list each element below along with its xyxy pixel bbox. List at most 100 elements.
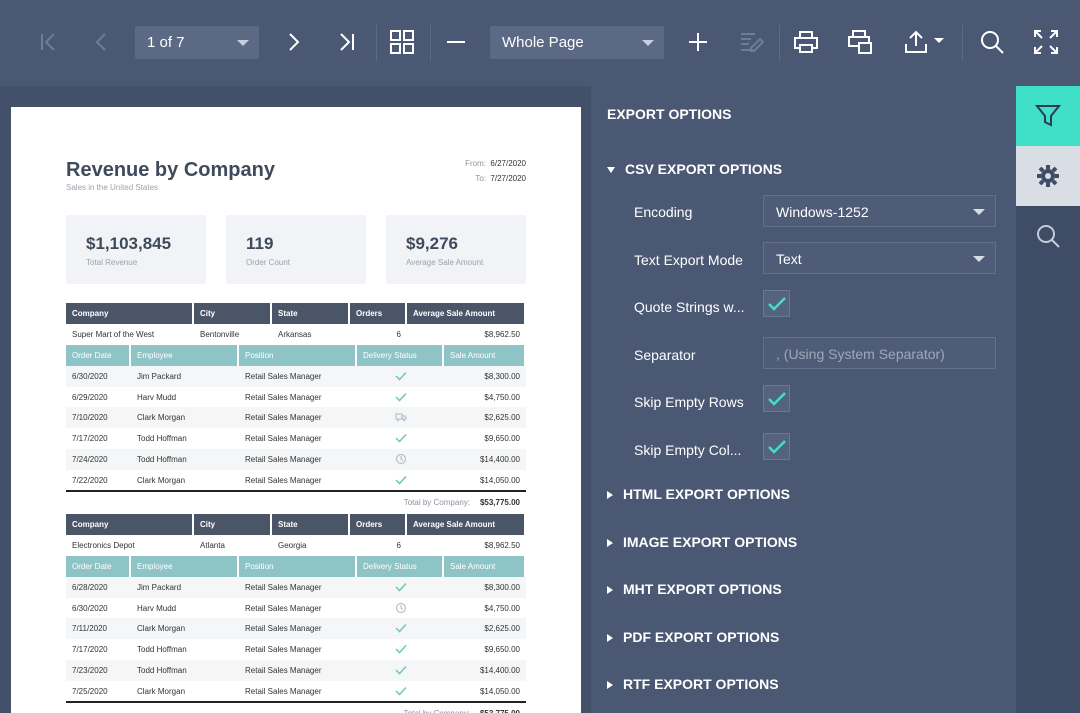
delivery-status: [357, 407, 444, 428]
delivered-check-icon: [394, 665, 407, 675]
zoom-in-icon[interactable]: [678, 22, 718, 62]
company-orders: 6: [396, 541, 401, 550]
employee-position: Retail Sales Manager: [245, 454, 322, 464]
separator-label: Separator: [634, 347, 696, 363]
sale-amount: $9,650.00: [484, 434, 520, 444]
checkmark-icon: [768, 392, 786, 406]
page-selector[interactable]: 1 of 7: [135, 26, 259, 59]
search-icon[interactable]: [972, 22, 1012, 62]
delivery-status: [357, 639, 444, 660]
total-label: Total by Company:: [316, 703, 476, 713]
company-row: Super Mart of the West Bentonville Arkansa…: [66, 324, 526, 345]
separator-input[interactable]: , (Using System Separator): [763, 337, 996, 369]
order-header-row: Order Date Employee Position Delivery Statu…: [66, 556, 526, 577]
column-header-orders: Orders: [350, 514, 407, 535]
report-page: Revenue by Company Sales in the United S…: [11, 107, 581, 713]
column-header-company: Company: [66, 514, 194, 535]
company-header-row: Company City State Orders Average Sale Amoun…: [66, 514, 526, 535]
report-viewer[interactable]: Revenue by Company Sales in the United S…: [0, 86, 591, 713]
total-divider: [66, 701, 526, 704]
order-date: 7/17/2020: [72, 434, 108, 444]
employee-position: Retail Sales Manager: [245, 624, 322, 634]
column-header-city: City: [194, 303, 272, 324]
delivered-check-icon: [394, 392, 407, 402]
column-header-delivery-status: Delivery Status: [357, 556, 444, 577]
quote-strings-checkbox[interactable]: [763, 290, 790, 317]
company-name: Super Mart of the West: [72, 330, 155, 339]
filter-tab[interactable]: [1016, 86, 1080, 146]
section-label: CSV EXPORT OPTIONS: [625, 161, 783, 177]
toolbar: 1 of 7 Whole Page: [0, 0, 1080, 86]
export-options-panel: EXPORT OPTIONS CSV EXPORT OPTIONS Encodi…: [591, 86, 1016, 713]
skip-empty-rows-checkbox[interactable]: [763, 385, 790, 412]
delivery-status: [357, 681, 444, 702]
order-date: 7/17/2020: [72, 645, 108, 655]
sale-amount: $14,400.00: [479, 454, 520, 464]
clock-icon: [395, 453, 406, 464]
kpi-value: $1,103,845: [86, 234, 172, 253]
table-row: 7/17/2020 Todd Hoffman Retail Sales Manage…: [66, 639, 526, 660]
company-orders: 6: [396, 330, 401, 339]
delivered-check-icon: [394, 475, 407, 485]
delivery-status: [357, 660, 444, 681]
last-page-icon[interactable]: [327, 22, 367, 62]
section-csv-export[interactable]: CSV EXPORT OPTIONS: [607, 161, 782, 177]
section-html-export[interactable]: HTML EXPORT OPTIONS: [607, 486, 790, 502]
company-avg-sale: $8,962.50: [484, 541, 520, 550]
zoom-out-icon[interactable]: [436, 22, 476, 62]
first-page-icon[interactable]: [28, 22, 68, 62]
column-header-avg-sale-amount: Average Sale Amount: [407, 514, 526, 535]
section-label: IMAGE EXPORT OPTIONS: [623, 534, 798, 550]
employee-position: Retail Sales Manager: [245, 603, 322, 613]
prev-page-icon[interactable]: [82, 22, 122, 62]
side-tab-rail: [1016, 86, 1080, 713]
truck-icon: [394, 413, 407, 422]
encoding-select[interactable]: Windows-1252: [763, 195, 996, 227]
order-date: 7/23/2020: [72, 665, 108, 675]
sale-amount: $2,625.00: [484, 413, 520, 423]
print-icon[interactable]: [786, 22, 826, 62]
employee-name: Clark Morgan: [137, 475, 186, 485]
zoom-selector[interactable]: Whole Page: [490, 26, 664, 59]
section-rtf-export[interactable]: RTF EXPORT OPTIONS: [607, 676, 779, 692]
table-row: 7/10/2020 Clark Morgan Retail Sales Manage…: [66, 407, 526, 429]
section-image-export[interactable]: IMAGE EXPORT OPTIONS: [607, 534, 797, 550]
company-state: Georgia: [278, 541, 307, 550]
section-pdf-export[interactable]: PDF EXPORT OPTIONS: [607, 629, 779, 645]
text-export-mode-select[interactable]: Text: [763, 242, 996, 274]
column-header-position: Position: [239, 345, 357, 366]
chevron-down-icon: [642, 40, 654, 46]
from-label: From:: [465, 159, 486, 168]
editing-fields-icon[interactable]: [731, 22, 771, 62]
section-label: RTF EXPORT OPTIONS: [623, 676, 779, 692]
section-mht-export[interactable]: MHT EXPORT OPTIONS: [607, 581, 782, 597]
sale-amount: $8,300.00: [484, 583, 520, 592]
next-page-icon[interactable]: [273, 22, 313, 62]
skip-empty-columns-checkbox[interactable]: [763, 433, 790, 460]
column-header-sale-amount: Sale Amount: [444, 556, 526, 577]
fullscreen-icon[interactable]: [1026, 22, 1066, 62]
employee-position: Retail Sales Manager: [245, 372, 322, 381]
export-icon[interactable]: [896, 22, 952, 62]
print-page-icon[interactable]: [840, 22, 880, 62]
column-header-state: State: [272, 303, 350, 324]
search-tab[interactable]: [1016, 206, 1080, 266]
kpi-value: $9,276: [406, 234, 458, 253]
chevron-down-icon: [237, 40, 249, 46]
table-row: 7/11/2020 Clark Morgan Retail Sales Manage…: [66, 618, 526, 640]
delivered-check-icon: [394, 686, 407, 696]
settings-tab[interactable]: [1016, 146, 1080, 206]
column-header-company: Company: [66, 303, 194, 324]
delivery-status: [357, 387, 444, 408]
employee-name: Todd Hoffman: [137, 454, 187, 464]
table-row: 7/24/2020 Todd Hoffman Retail Sales Manage…: [66, 448, 526, 470]
delivered-check-icon: [394, 434, 407, 443]
table-row: 7/22/2020 Clark Morgan Retail Sales Manage…: [66, 470, 526, 491]
table-row: 7/25/2020 Clark Morgan Retail Sales Manage…: [66, 681, 526, 702]
text-export-mode-value: Text: [776, 251, 802, 267]
table-row: 6/28/2020 Jim Packard Retail Sales Manager…: [66, 577, 526, 598]
multipage-icon[interactable]: [382, 22, 422, 62]
column-header-delivery-status: Delivery Status: [357, 345, 444, 366]
page-selector-value: 1 of 7: [147, 34, 185, 51]
employee-name: Jim Packard: [137, 372, 182, 381]
